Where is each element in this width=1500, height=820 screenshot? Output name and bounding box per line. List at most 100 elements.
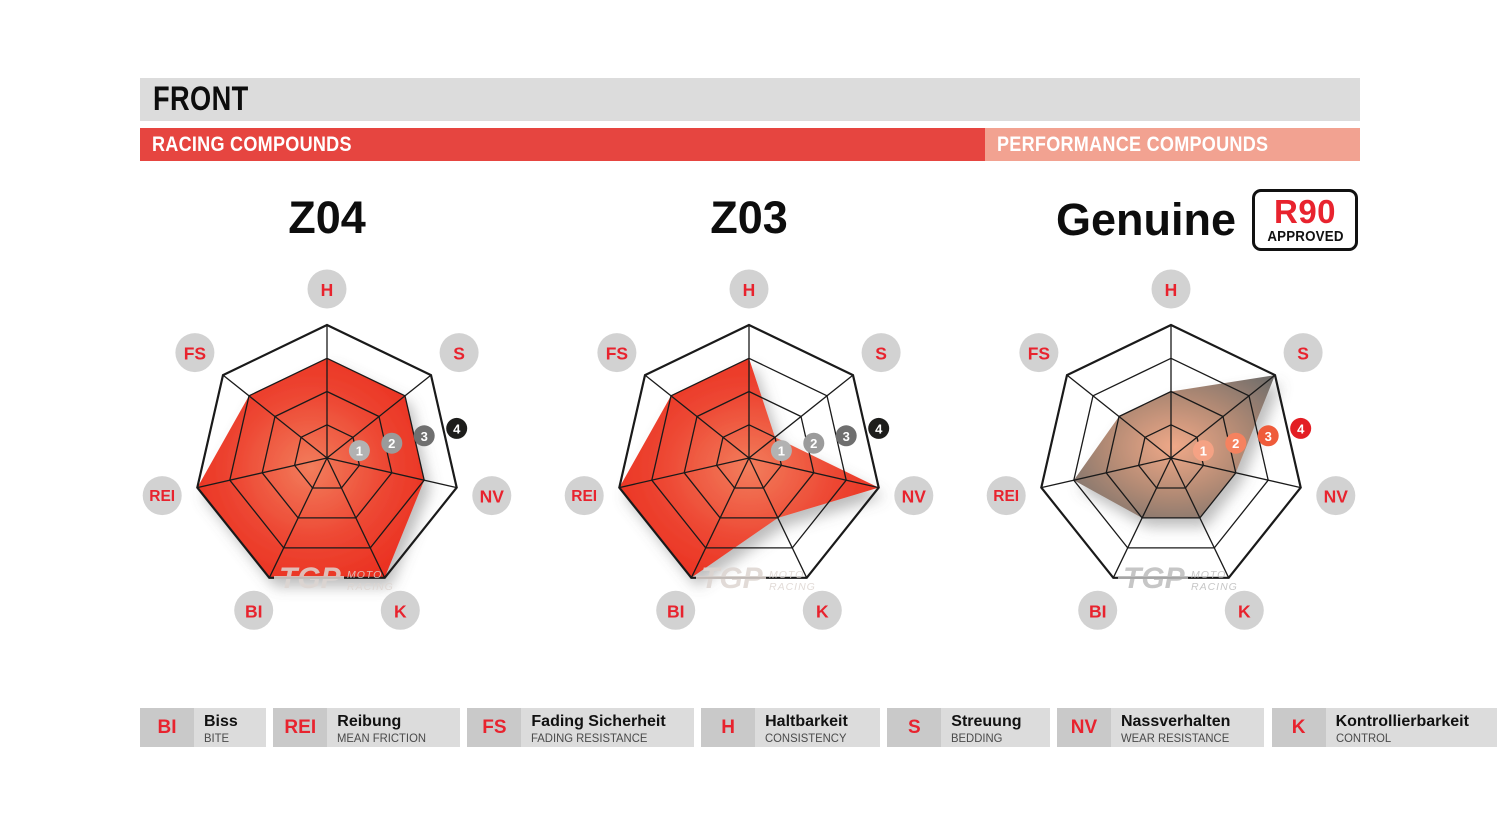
axis-label-k: K — [1238, 601, 1251, 621]
svg-text:3: 3 — [421, 429, 428, 444]
axis-label-rei: REI — [993, 488, 1019, 505]
legend-item-bi: BI Biss BITE — [140, 708, 266, 747]
svg-text:4: 4 — [1297, 421, 1305, 436]
legend-english-bi: BITE — [204, 731, 230, 745]
axis-label-bi: BI — [667, 601, 685, 621]
legend-bar: BI Biss BITE REI Reibung MEAN FRICTION F… — [140, 708, 1497, 747]
performance-compounds-label: PERFORMANCE COMPOUNDS — [997, 132, 1269, 156]
axis-label-h: H — [1165, 280, 1178, 300]
axis-label-fs: FS — [184, 344, 206, 364]
axis-label-rei: REI — [149, 488, 175, 505]
axis-label-bi: BI — [1089, 601, 1107, 621]
genuine-title-text: Genuine — [1055, 194, 1237, 245]
axis-label-s: S — [875, 344, 887, 364]
performance-compounds-bar: PERFORMANCE COMPOUNDS — [985, 128, 1360, 161]
legend-item-fs: FS Fading Sicherheit FADING RESISTANCE — [467, 708, 694, 747]
racing-compounds-label: RACING COMPOUNDS — [152, 132, 352, 156]
front-header-bar: FRONT — [140, 78, 1360, 121]
legend-german-bi: Biss — [204, 713, 238, 730]
scale-ticks: 1 2 3 4 — [1192, 417, 1312, 462]
data-polygon-z04 — [197, 358, 425, 578]
legend-abbr-k: K — [1271, 708, 1326, 747]
legend-english-h: CONSISTENCY — [765, 731, 847, 745]
svg-text:RACING: RACING — [347, 581, 394, 593]
legend-english-nv: WEAR RESISTANCE — [1120, 731, 1230, 745]
legend-item-rei: REI Reibung MEAN FRICTION — [273, 708, 460, 747]
chart-title-z04: Z04 — [288, 192, 366, 243]
axis-label-nv: NV — [480, 487, 505, 507]
svg-text:1: 1 — [778, 444, 785, 459]
legend-item-s: S Streuung BEDDING — [887, 708, 1050, 747]
data-polygon-genuine — [1073, 375, 1275, 518]
legend-german-fs: Fading Sicherheit — [531, 713, 666, 730]
axis-label-nv: NV — [902, 487, 927, 507]
legend-abbr-bi: BI — [140, 708, 194, 747]
radar-chart-z03: TGP MOTO RACING 1 2 3 4 H S NV K BI REI FS — [539, 248, 959, 668]
radar-grid — [618, 323, 880, 579]
svg-text:4: 4 — [875, 421, 883, 436]
axis-label-fs: FS — [1028, 344, 1050, 364]
radar-grid — [1040, 323, 1302, 579]
svg-text:4: 4 — [453, 421, 461, 436]
axis-labels: H S NV K BI REI FS — [986, 269, 1356, 630]
svg-text:3: 3 — [1265, 429, 1272, 444]
r90-badge-text: R90 — [1273, 193, 1337, 231]
legend-german-h: Haltbarkeit — [765, 713, 848, 730]
axis-labels: H S NV K BI REI FS — [564, 269, 934, 630]
legend-english-k: CONTROL — [1335, 731, 1391, 745]
svg-text:1: 1 — [356, 444, 363, 459]
svg-text:MOTO: MOTO — [1191, 569, 1226, 581]
r90-approved-badge: R90 APPROVED — [1252, 189, 1359, 251]
svg-text:MOTO: MOTO — [769, 569, 804, 581]
legend-german-nv: Nassverhalten — [1120, 713, 1231, 730]
svg-text:1: 1 — [1200, 444, 1207, 459]
legend-german-s: Streuung — [951, 713, 1022, 730]
svg-text:RACING: RACING — [769, 581, 816, 593]
axis-label-bi: BI — [245, 601, 263, 621]
scale-ticks: 1 2 3 4 — [348, 417, 468, 462]
legend-item-h: H Haltbarkeit CONSISTENCY — [701, 708, 880, 747]
axis-label-s: S — [453, 344, 465, 364]
page-title: FRONT — [153, 80, 249, 118]
legend-german-rei: Reibung — [337, 713, 402, 730]
data-polygon-z03 — [619, 358, 879, 578]
chart-title-z03: Z03 — [710, 192, 788, 243]
chart-title-genuine: Genuine R90 APPROVED — [997, 189, 1417, 251]
svg-text:2: 2 — [388, 436, 395, 451]
radar-chart-genuine: TGP MOTO RACING 1 2 3 4 H S NV K BI REI FS — [961, 248, 1381, 668]
svg-text:3: 3 — [843, 429, 850, 444]
legend-abbr-h: H — [701, 708, 756, 747]
axis-label-nv: NV — [1324, 487, 1349, 507]
legend-item-nv: NV Nassverhalten WEAR RESISTANCE — [1056, 708, 1265, 747]
legend-abbr-s: S — [887, 708, 942, 747]
legend-english-rei: MEAN FRICTION — [337, 731, 427, 745]
axis-label-h: H — [743, 280, 756, 300]
svg-text:2: 2 — [1232, 436, 1239, 451]
axis-label-rei: REI — [571, 488, 597, 505]
legend-abbr-rei: REI — [273, 708, 328, 747]
legend-item-k: K Kontrollierbarkeit CONTROL — [1271, 708, 1497, 747]
axis-label-s: S — [1297, 344, 1309, 364]
scale-ticks: 1 2 3 4 — [770, 417, 890, 462]
racing-compounds-bar: RACING COMPOUNDS — [140, 128, 985, 161]
svg-text:2: 2 — [810, 436, 817, 451]
svg-text:RACING: RACING — [1191, 581, 1238, 593]
axis-label-k: K — [394, 601, 407, 621]
legend-abbr-nv: NV — [1056, 708, 1111, 747]
axis-label-h: H — [321, 280, 334, 300]
svg-text:MOTO: MOTO — [347, 569, 382, 581]
radar-chart-z04: TGP MOTO RACING 1 2 3 4 H S NV K BI REI FS — [117, 248, 537, 668]
legend-english-fs: FADING RESISTANCE — [531, 731, 648, 745]
axis-labels: H S NV K BI REI FS — [142, 269, 512, 630]
axis-label-k: K — [816, 601, 829, 621]
legend-abbr-fs: FS — [467, 708, 522, 747]
axis-label-fs: FS — [606, 344, 628, 364]
legend-german-k: Kontrollierbarkeit — [1335, 713, 1469, 730]
